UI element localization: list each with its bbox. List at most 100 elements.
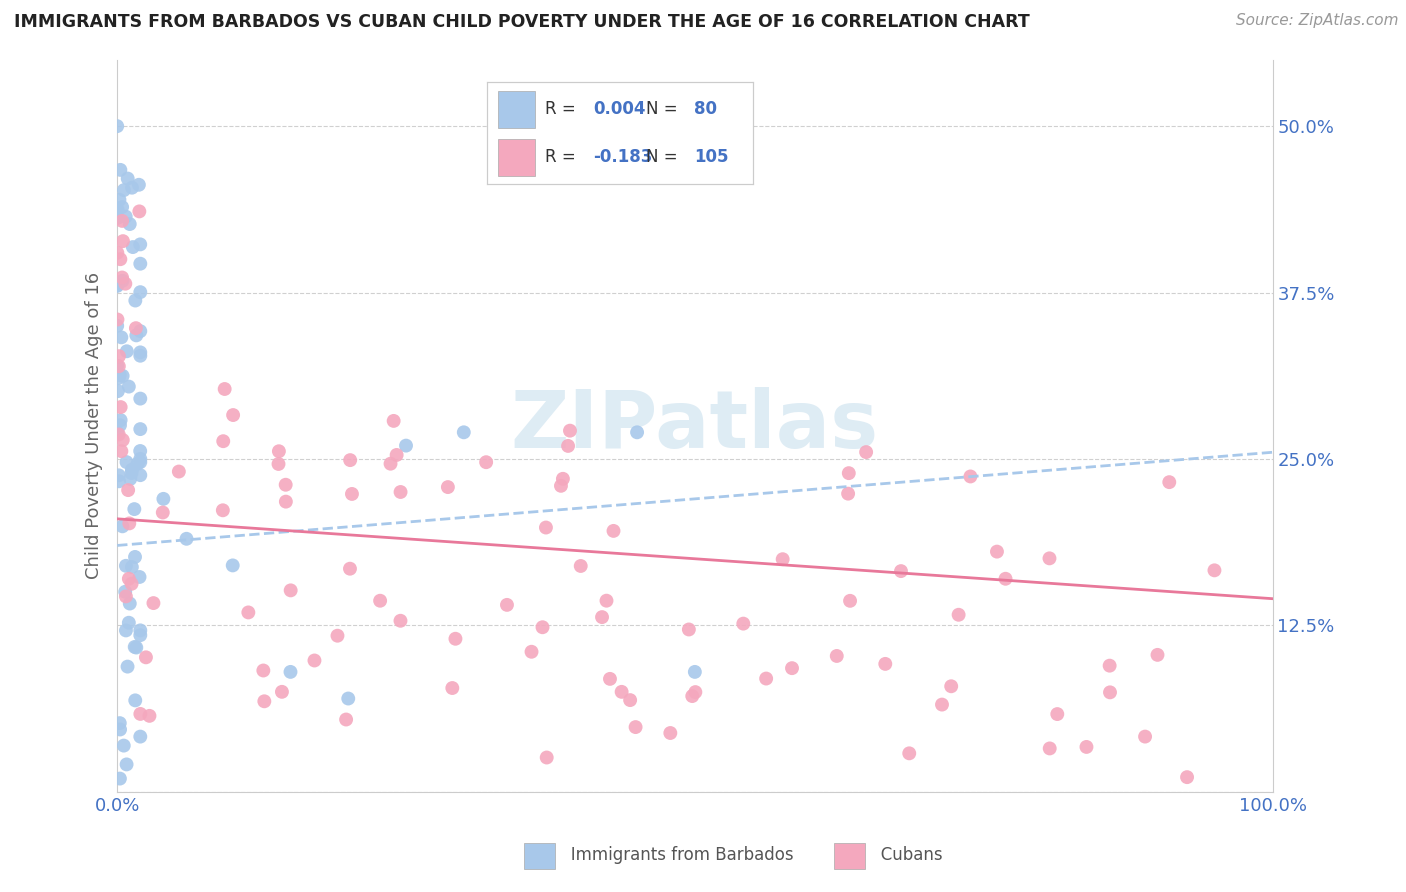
Point — [389, 614, 412, 628]
Point — [129, 285, 152, 300]
Point — [107, 384, 129, 398]
Point — [124, 502, 146, 516]
Point — [304, 653, 326, 667]
Text: Immigrants from Barbados: Immigrants from Barbados — [534, 846, 794, 863]
Point — [212, 434, 235, 449]
Point — [107, 202, 129, 217]
Point — [395, 439, 418, 453]
Point — [875, 657, 897, 671]
Point — [108, 193, 131, 207]
Point — [551, 472, 574, 486]
Point — [959, 469, 981, 483]
Point — [441, 681, 464, 695]
Point — [222, 408, 245, 422]
Point — [838, 466, 860, 480]
Point — [115, 558, 138, 573]
Point — [108, 475, 131, 489]
Point — [105, 245, 128, 260]
Point — [569, 559, 592, 574]
Point — [380, 457, 402, 471]
Point — [129, 237, 152, 252]
Point — [558, 424, 581, 438]
Point — [238, 606, 260, 620]
Point — [683, 665, 706, 679]
Point — [437, 480, 460, 494]
Point — [274, 494, 297, 508]
Point — [453, 425, 475, 440]
Point — [110, 252, 132, 267]
Point — [839, 594, 862, 608]
Point — [941, 679, 963, 693]
Point — [105, 278, 128, 293]
Point — [626, 425, 648, 440]
Point — [624, 720, 647, 734]
Point — [128, 570, 150, 584]
Point — [129, 422, 152, 436]
Point — [138, 709, 160, 723]
Point — [253, 694, 276, 708]
Point — [1039, 741, 1062, 756]
Point — [531, 620, 554, 634]
Point — [129, 257, 152, 271]
Point — [111, 270, 134, 285]
Point — [108, 418, 131, 433]
Point — [780, 661, 803, 675]
Point — [129, 624, 152, 638]
Point — [121, 240, 143, 254]
Point — [252, 664, 274, 678]
Point — [1038, 551, 1060, 566]
Point — [557, 439, 579, 453]
Point — [167, 465, 190, 479]
Point — [267, 457, 290, 471]
Point — [496, 598, 519, 612]
Point — [444, 632, 467, 646]
Point — [111, 200, 134, 214]
Point — [121, 560, 143, 574]
Point — [211, 503, 233, 517]
Point — [1046, 707, 1069, 722]
Text: Source: ZipAtlas.com: Source: ZipAtlas.com — [1236, 13, 1399, 29]
Point — [124, 640, 146, 654]
Point — [110, 162, 132, 177]
Point — [1133, 730, 1156, 744]
Point — [108, 716, 131, 731]
Point — [125, 321, 148, 335]
Point — [121, 463, 143, 477]
Y-axis label: Child Poverty Under the Age of 16: Child Poverty Under the Age of 16 — [86, 272, 103, 579]
Point — [120, 466, 142, 480]
Text: Cubans: Cubans — [844, 846, 942, 863]
Point — [520, 645, 543, 659]
Point — [274, 477, 297, 491]
Point — [107, 371, 129, 385]
Point — [1076, 739, 1098, 754]
Point — [124, 293, 146, 308]
Point — [121, 576, 143, 591]
Point — [105, 119, 128, 133]
Point — [1204, 563, 1226, 577]
Point — [107, 211, 129, 225]
Point — [111, 433, 134, 447]
Point — [681, 689, 703, 703]
Point — [114, 584, 136, 599]
Point — [105, 278, 128, 293]
Point — [599, 672, 621, 686]
Point — [994, 572, 1017, 586]
Point — [129, 345, 152, 359]
Point — [115, 757, 138, 772]
Point — [121, 180, 143, 194]
Point — [112, 183, 135, 197]
Point — [118, 572, 141, 586]
Point — [107, 468, 129, 483]
Point — [685, 685, 707, 699]
Point — [111, 234, 134, 248]
Point — [124, 549, 146, 564]
Point — [339, 453, 361, 467]
Point — [117, 171, 139, 186]
Point — [129, 628, 152, 642]
Point — [610, 685, 633, 699]
Point — [108, 349, 131, 363]
Point — [837, 486, 859, 500]
Point — [118, 516, 141, 531]
Point — [280, 583, 302, 598]
Point — [118, 615, 141, 630]
